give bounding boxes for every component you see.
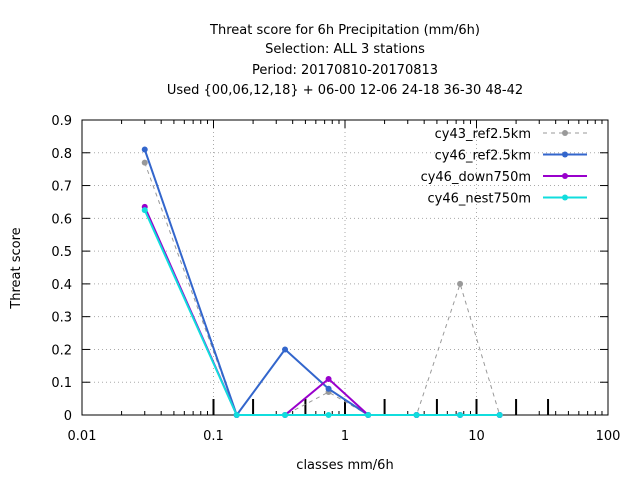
legend-marker <box>562 194 568 201</box>
series-point <box>325 412 332 418</box>
legend-label: cy46_down750m <box>421 170 531 185</box>
series-point <box>141 159 148 166</box>
legend-marker <box>562 173 568 179</box>
series-line <box>143 206 500 416</box>
y-axis-label: Threat score <box>9 227 24 309</box>
legend: cy43_ref2.5km cy46_ref2.5km cy46_down750mc… <box>421 127 587 207</box>
series-point <box>496 412 503 418</box>
series-line <box>143 149 500 418</box>
title-line-3: Period: 20170810-20170813 <box>252 63 438 78</box>
chart-title: Threat score for 6h Precipitation (mm/6h… <box>167 23 523 98</box>
series-point <box>457 280 464 287</box>
y-tick-label: 0.6 <box>51 212 72 227</box>
y-tick-label: 0 <box>64 409 72 424</box>
title-line-2: Selection: ALL 3 stations <box>265 42 425 57</box>
legend-marker <box>562 151 568 158</box>
axes: 0 0.1 0.2 0.3 0.4 0.5 0.6 0.7 0.8 0.9 0.01 0.1 1 10 10… <box>51 114 620 444</box>
series-point <box>413 412 420 418</box>
series-point <box>141 207 148 214</box>
series-point <box>282 412 289 418</box>
series-point <box>141 146 148 153</box>
y-tick-label: 0.4 <box>51 278 72 293</box>
title-line-4: Used {00,06,12,18} + 06-00 12-06 24-18 3… <box>167 83 523 98</box>
y-tick-label: 0.3 <box>51 311 72 326</box>
y-tick-label: 0.2 <box>51 343 72 358</box>
series-line <box>143 209 500 416</box>
x-tick-label: 100 <box>596 429 621 444</box>
y-tick-label: 0.1 <box>51 376 72 391</box>
data-series <box>141 146 503 418</box>
series-point <box>325 385 332 392</box>
y-tick-label: 0.8 <box>51 147 72 162</box>
legend-label: cy46_nest750m <box>428 192 531 207</box>
series-point <box>325 375 332 382</box>
grid <box>82 120 608 415</box>
x-axis-label: classes mm/6h <box>296 458 393 473</box>
x-tick-label: 0.01 <box>68 429 97 444</box>
series-point <box>282 346 289 353</box>
series-point <box>365 412 372 418</box>
x-tick-label: 10 <box>468 429 485 444</box>
legend-marker <box>562 130 568 136</box>
series-point <box>457 412 464 418</box>
class-threshold-markers <box>212 399 550 415</box>
y-tick-label: 0.5 <box>51 245 72 260</box>
legend-label: cy43_ref2.5km <box>435 127 531 142</box>
y-tick-label: 0.7 <box>51 180 72 195</box>
x-tick-label: 1 <box>341 429 349 444</box>
y-tick-label: 0.9 <box>51 114 72 129</box>
legend-label: cy46_ref2.5km <box>435 149 531 164</box>
series-point <box>233 412 240 418</box>
x-tick-label: 0.1 <box>203 429 224 444</box>
title-line-1: Threat score for 6h Precipitation (mm/6h… <box>209 23 480 38</box>
